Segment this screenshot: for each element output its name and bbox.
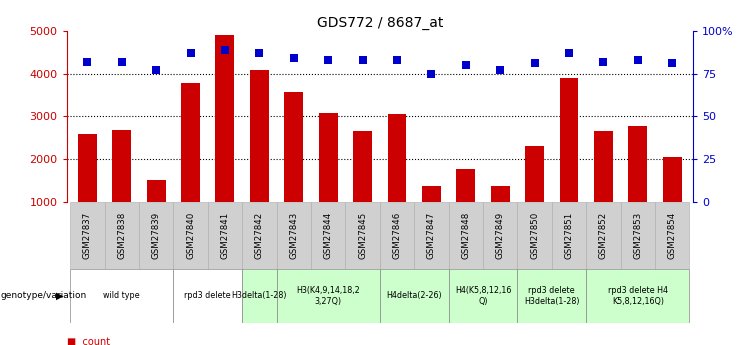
Text: GSM27850: GSM27850 xyxy=(530,212,539,259)
Text: GSM27849: GSM27849 xyxy=(496,212,505,259)
Bar xyxy=(250,70,269,202)
Bar xyxy=(628,126,647,202)
Text: rpd3 delete H4
K5,8,12,16Q): rpd3 delete H4 K5,8,12,16Q) xyxy=(608,286,668,306)
Bar xyxy=(242,202,276,269)
Point xyxy=(253,50,265,56)
Bar xyxy=(242,269,276,323)
Text: rpd3 delete
H3delta(1-28): rpd3 delete H3delta(1-28) xyxy=(524,286,579,306)
Bar xyxy=(422,186,441,202)
Text: ▶: ▶ xyxy=(56,291,63,301)
Bar xyxy=(147,180,165,202)
Bar xyxy=(517,202,552,269)
Bar xyxy=(311,202,345,269)
Point xyxy=(563,50,575,56)
Point xyxy=(460,62,472,68)
Text: H3delta(1-28): H3delta(1-28) xyxy=(232,291,287,300)
Bar xyxy=(388,114,406,202)
Bar xyxy=(517,269,586,323)
Bar xyxy=(483,202,517,269)
Bar xyxy=(456,168,475,202)
Bar xyxy=(104,202,139,269)
Point xyxy=(391,57,403,63)
Text: GSM27852: GSM27852 xyxy=(599,212,608,259)
Bar xyxy=(319,114,338,202)
Bar xyxy=(414,202,448,269)
Text: GSM27847: GSM27847 xyxy=(427,212,436,259)
Bar xyxy=(525,146,544,202)
Text: GSM27846: GSM27846 xyxy=(393,212,402,259)
Bar xyxy=(620,202,655,269)
Bar xyxy=(216,35,234,202)
Bar xyxy=(78,134,97,202)
Bar xyxy=(173,202,207,269)
Point xyxy=(666,61,678,66)
Bar xyxy=(662,157,682,202)
Bar xyxy=(113,130,131,202)
Text: GSM27853: GSM27853 xyxy=(634,212,642,259)
Bar xyxy=(586,202,620,269)
Bar xyxy=(448,269,517,323)
Point xyxy=(425,71,437,77)
Point xyxy=(597,59,609,65)
Bar xyxy=(379,269,448,323)
Bar xyxy=(285,92,303,202)
Text: GSM27842: GSM27842 xyxy=(255,212,264,259)
Text: genotype/variation: genotype/variation xyxy=(1,291,87,300)
Bar xyxy=(276,202,311,269)
Text: GSM27841: GSM27841 xyxy=(220,212,230,259)
Bar xyxy=(448,202,483,269)
Bar xyxy=(655,202,689,269)
Point xyxy=(632,57,644,63)
Text: H4(K5,8,12,16
Q): H4(K5,8,12,16 Q) xyxy=(455,286,511,306)
Bar xyxy=(207,202,242,269)
Text: GSM27854: GSM27854 xyxy=(668,212,677,259)
Text: rpd3 delete: rpd3 delete xyxy=(185,291,231,300)
Text: H4delta(2-26): H4delta(2-26) xyxy=(386,291,442,300)
Bar xyxy=(559,78,579,202)
Bar xyxy=(552,202,586,269)
Bar xyxy=(586,269,689,323)
Bar xyxy=(353,131,372,202)
Text: GSM27851: GSM27851 xyxy=(565,212,574,259)
Bar xyxy=(379,202,414,269)
Bar xyxy=(181,83,200,202)
Text: GSM27843: GSM27843 xyxy=(289,212,299,259)
Point xyxy=(219,47,231,52)
Point xyxy=(322,57,334,63)
Text: GSM27844: GSM27844 xyxy=(324,212,333,259)
Text: GSM27845: GSM27845 xyxy=(358,212,367,259)
Bar xyxy=(70,269,173,323)
Point xyxy=(356,57,368,63)
Text: GSM27840: GSM27840 xyxy=(186,212,195,259)
Point xyxy=(150,68,162,73)
Bar xyxy=(345,202,379,269)
Point xyxy=(494,68,506,73)
Bar xyxy=(173,269,242,323)
Text: GSM27838: GSM27838 xyxy=(117,212,126,259)
Bar xyxy=(594,131,613,202)
Point xyxy=(288,56,299,61)
Bar xyxy=(491,186,510,202)
Bar xyxy=(139,202,173,269)
Bar xyxy=(276,269,379,323)
Text: ■  count: ■ count xyxy=(67,337,110,345)
Text: GSM27848: GSM27848 xyxy=(461,212,471,259)
Point xyxy=(82,59,93,65)
Bar xyxy=(70,202,104,269)
Text: GSM27837: GSM27837 xyxy=(83,212,92,259)
Title: GDS772 / 8687_at: GDS772 / 8687_at xyxy=(316,16,443,30)
Point xyxy=(116,59,127,65)
Text: H3(K4,9,14,18,2
3,27Q): H3(K4,9,14,18,2 3,27Q) xyxy=(296,286,360,306)
Text: wild type: wild type xyxy=(104,291,140,300)
Point xyxy=(185,50,196,56)
Text: GSM27839: GSM27839 xyxy=(152,212,161,259)
Point xyxy=(528,61,540,66)
